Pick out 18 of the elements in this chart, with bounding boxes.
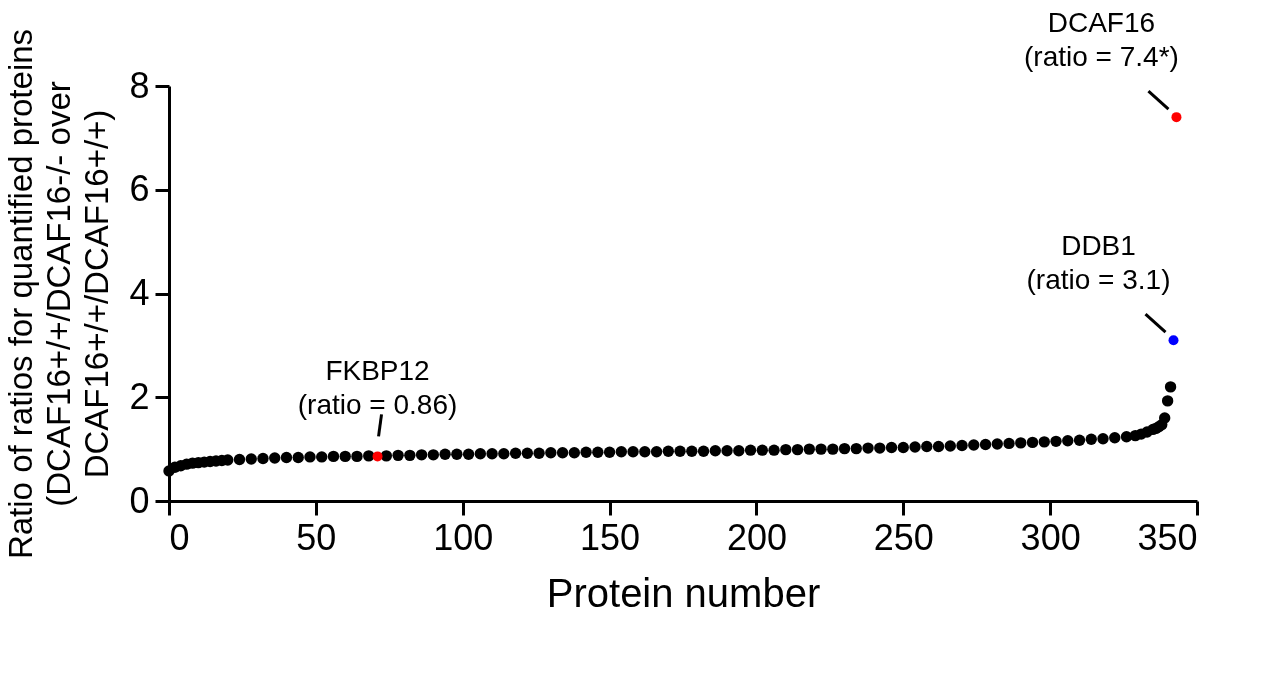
x-tick-label: 50	[296, 516, 337, 558]
y-tick-label: 2	[129, 375, 150, 417]
x-tick-label: 150	[580, 516, 641, 558]
annotation: DDB1 (ratio = 3.1)	[1026, 230, 1171, 296]
x-axis-title: Protein number	[546, 570, 821, 615]
x-tick-label: 100	[433, 516, 494, 558]
annotation: DCAF16 (ratio = 7.4*)	[1024, 7, 1179, 73]
y-tick-label: 8	[129, 64, 150, 106]
y-tick-label: 6	[129, 168, 150, 210]
y-axis-title: Ratio of ratios for quantified proteins (DCAF16+/+/DCAF16-/- over DCAF16+/+/DCAF16+/+)	[2, 28, 116, 560]
x-tick-label: 0	[169, 516, 190, 558]
x-tick-label: 350	[1137, 516, 1198, 558]
annotation: FKBP12 (ratio = 0.86)	[297, 355, 458, 421]
y-tick-label: 0	[129, 479, 150, 521]
x-tick-label: 200	[726, 516, 787, 558]
x-tick-label: 300	[1020, 516, 1081, 558]
y-tick-label: 4	[129, 272, 150, 313]
x-tick-label: 250	[873, 516, 934, 558]
